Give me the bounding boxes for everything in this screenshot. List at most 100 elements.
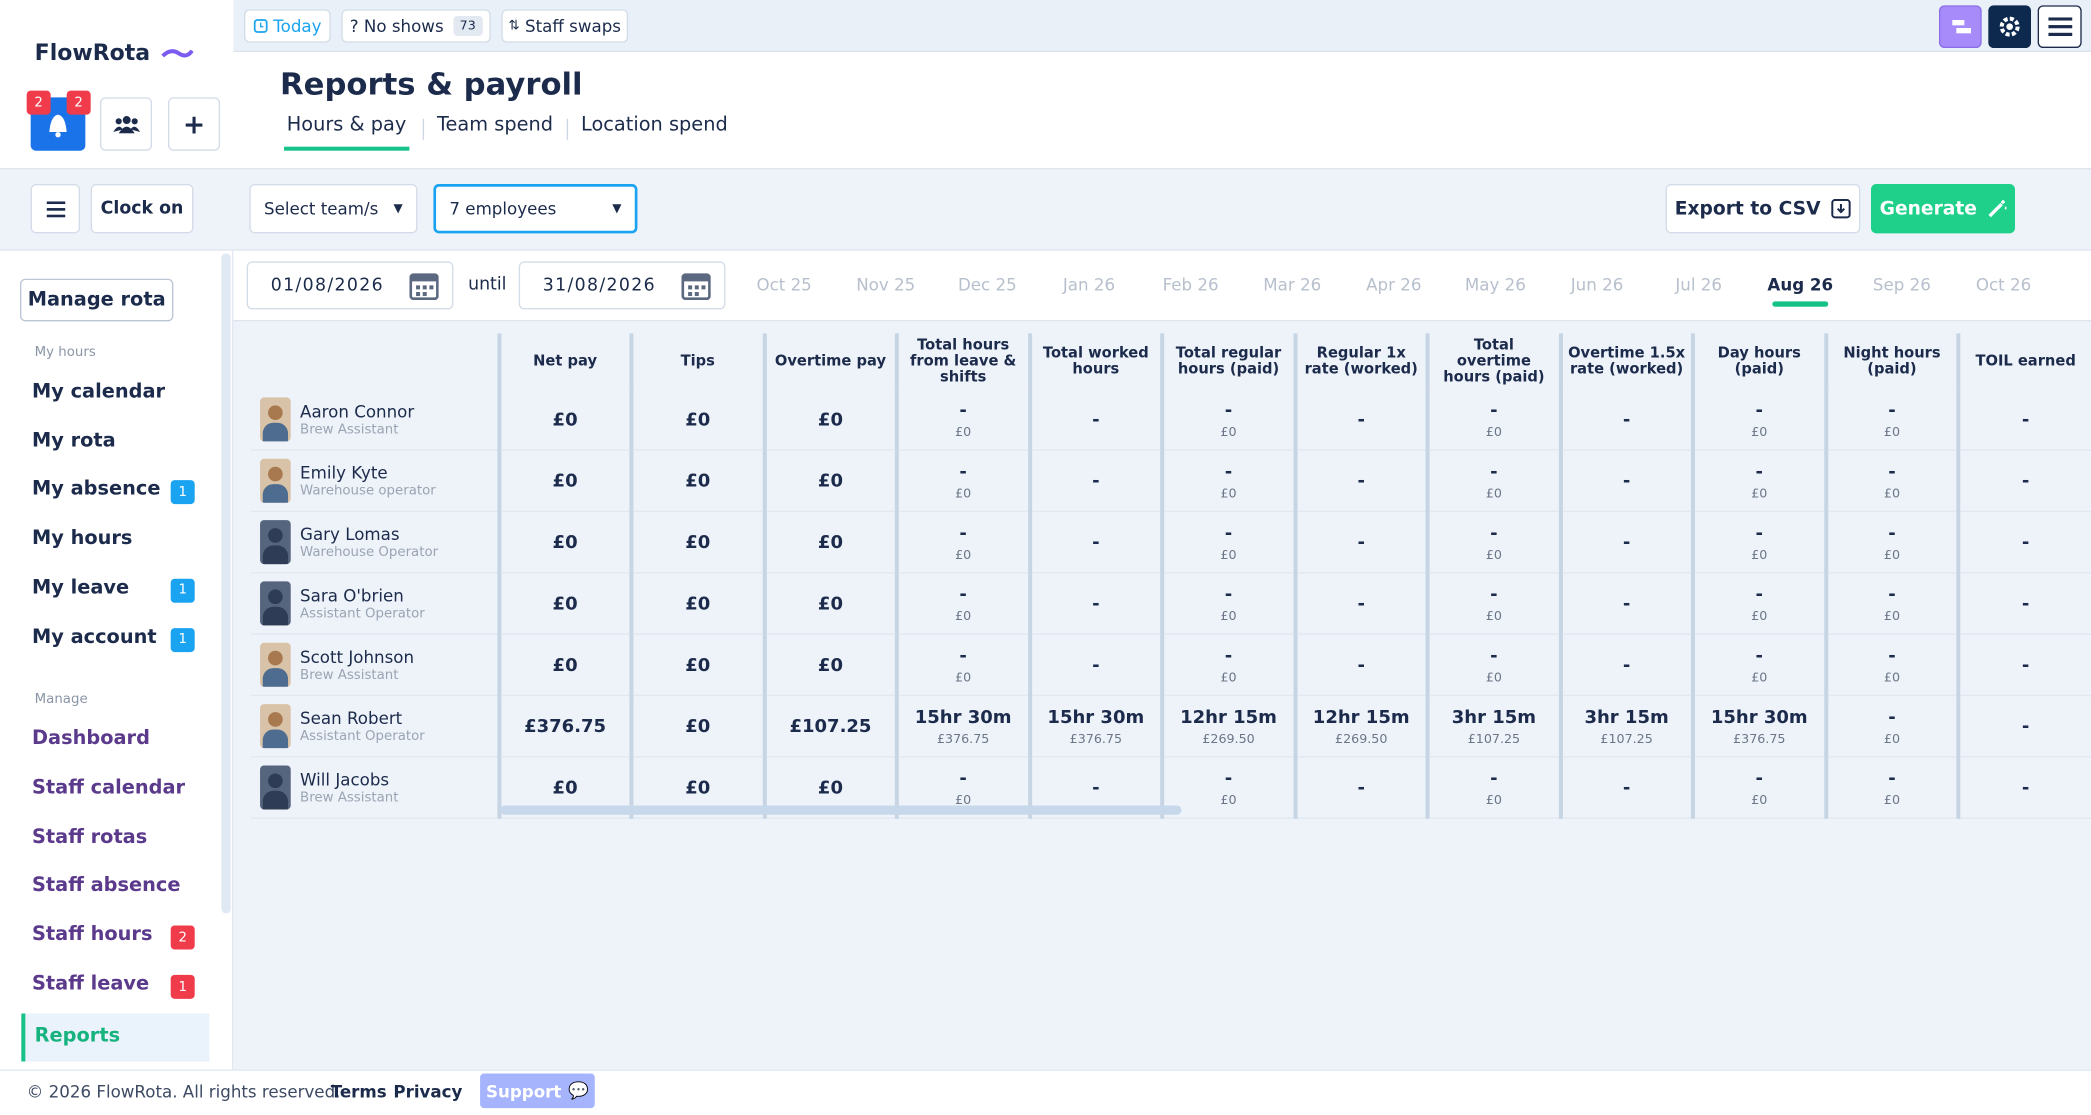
value-cell: £0 [629, 450, 765, 513]
staff-swaps-button[interactable]: ⇅ Staff swaps [501, 9, 629, 43]
nav-item[interactable]: Staff hours [32, 924, 153, 946]
month[interactable]: Apr 26 [1366, 274, 1422, 295]
value-cell: £0 [762, 389, 897, 451]
today-button[interactable]: Today [244, 9, 331, 43]
month[interactable]: Dec 25 [957, 274, 1017, 295]
cell-value: £0 [817, 531, 843, 553]
cell-subvalue: £0 [955, 424, 972, 440]
cell-value: £0 [685, 654, 711, 676]
month[interactable]: May 26 [1464, 274, 1526, 295]
month[interactable]: Aug 26 [1767, 274, 1834, 295]
cell-subvalue: £0 [1220, 670, 1237, 685]
value-cell: - [1956, 389, 2091, 451]
cell-value: - [1490, 583, 1498, 605]
value-cell: £0 [762, 572, 897, 635]
download-icon [1831, 199, 1851, 219]
cell-value: - [1888, 583, 1896, 605]
nav-item[interactable]: My hours [32, 528, 133, 550]
month[interactable]: Oct 26 [1975, 274, 2032, 295]
nav-item[interactable]: Staff absence [32, 875, 181, 897]
avatar-placeholder [260, 765, 291, 810]
manage-rota-button[interactable]: Manage rota [20, 278, 174, 322]
no-shows-button[interactable]: ? No shows 73 [341, 9, 491, 43]
from-date[interactable]: 01/08/2026 [246, 261, 454, 310]
nav-item[interactable]: My rota [32, 430, 116, 452]
nav-item-active[interactable]: Reports [21, 1013, 210, 1062]
generate-button[interactable]: Generate [1870, 184, 2015, 234]
nav-item[interactable]: My calendar [32, 381, 166, 403]
month[interactable]: Mar 26 [1263, 274, 1322, 295]
cell-subvalue: £0 [955, 547, 972, 563]
month[interactable]: Jun 26 [1570, 274, 1624, 295]
cell-value: - [1357, 470, 1365, 492]
cell-subvalue: £0 [1485, 792, 1502, 808]
month[interactable]: Jul 26 [1675, 274, 1722, 295]
settings-button[interactable] [1988, 5, 2031, 49]
tab[interactable]: Team spend [436, 114, 554, 137]
avatar-placeholder [260, 520, 291, 565]
column-header: Tips [629, 333, 765, 390]
cell-subvalue: £0 [1485, 670, 1502, 685]
nav-item[interactable]: Dashboard [32, 728, 150, 750]
cell-value: - [1622, 592, 1631, 615]
view-toggle[interactable] [1938, 5, 1982, 49]
privacy-link[interactable]: Privacy [393, 1081, 463, 1102]
month[interactable]: Jan 26 [1062, 274, 1116, 295]
nav-item[interactable]: My account [32, 626, 157, 648]
cell-value: £0 [817, 408, 843, 431]
employee-select[interactable]: 7 employees ▼ [433, 184, 638, 234]
employee-role: Assistant Operator [300, 606, 425, 622]
clock-on-button[interactable]: Clock on [90, 184, 194, 234]
nav-item[interactable]: Staff leave [32, 973, 150, 995]
to-date[interactable]: 31/08/2026 [518, 261, 726, 310]
team-select[interactable]: Select team/s ▼ [249, 184, 418, 234]
sidebar [0, 250, 234, 1070]
month[interactable]: Oct 25 [756, 274, 812, 295]
team-button[interactable] [100, 97, 153, 151]
nav-item[interactable]: My absence [32, 479, 161, 501]
cell-subvalue: £0 [1883, 608, 1901, 624]
add-button[interactable]: + [168, 97, 221, 151]
month[interactable]: Sep 26 [1872, 274, 1931, 295]
employee: Sara O'brien Assistant Operator [252, 581, 495, 626]
cell-subvalue: £0 [1751, 670, 1768, 685]
cell-value: - [1224, 644, 1233, 667]
cell-value: - [1888, 706, 1896, 728]
avatar-head [268, 650, 283, 666]
employee-name: Gary Lomas [300, 524, 400, 545]
employee-row: Aaron Connor Brew Assistant £0 £0 £0- £0- - £0-… [250, 389, 2091, 451]
value-cell: - £0 [1425, 756, 1561, 819]
employee-row: Emily Kyte Warehouse operator £0 £0 £0 - £0 - - £… [250, 450, 2091, 513]
terms-link[interactable]: Terms [330, 1081, 387, 1102]
tab-divider [422, 118, 424, 141]
value-cell: - [1027, 511, 1163, 574]
cell-value: - [1092, 592, 1100, 615]
brand-swoosh [161, 49, 195, 58]
avatar-head [268, 589, 283, 605]
calendar-icon [681, 273, 711, 301]
nav-item[interactable]: Staff rotas [32, 826, 148, 848]
export-button[interactable]: Export to CSV [1665, 184, 1861, 234]
employee-cell: Emily Kyte Warehouse operator [250, 450, 499, 513]
sidebar-toggle[interactable] [30, 184, 81, 234]
value-cell: £0 [629, 695, 765, 758]
value-cell: - £0 [1823, 511, 1959, 574]
nav-item[interactable]: My leave [32, 577, 130, 599]
tab[interactable]: Location spend [581, 114, 728, 137]
value-cell: - [1956, 695, 2091, 758]
support-button[interactable]: Support 💬 [480, 1073, 595, 1109]
menu-button[interactable] [2037, 5, 2082, 49]
avatar-photo [260, 642, 291, 687]
month[interactable]: Nov 25 [856, 274, 916, 295]
nav-item[interactable]: Staff calendar [32, 777, 186, 799]
value-cell: £0 [762, 634, 897, 697]
month[interactable]: Feb 26 [1162, 274, 1219, 295]
value-cell: - £0 [1690, 634, 1826, 697]
value-cell: - [1558, 634, 1693, 697]
sidebar-scrollbar [221, 253, 231, 914]
cell-value: - [1092, 408, 1100, 431]
people-icon [112, 116, 140, 134]
tab[interactable]: Hours & pay [284, 115, 409, 151]
cell-subvalue: £107.25 [1600, 731, 1653, 747]
